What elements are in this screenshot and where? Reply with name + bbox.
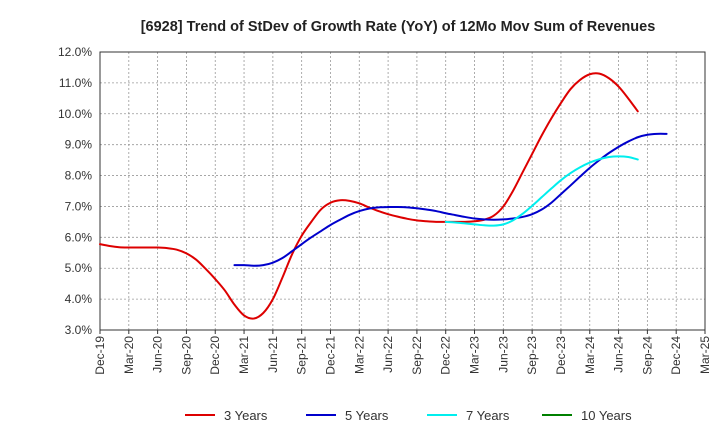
plot-frame (99, 51, 706, 331)
y-tick-label: 11.0% (59, 76, 92, 90)
y-tick-label: 7.0% (65, 199, 93, 213)
y-tick-label: 5.0% (65, 261, 93, 275)
legend: 3 Years 5 Years 7 Years 10 Years (185, 408, 632, 423)
plot-area (100, 52, 705, 330)
series-line-3 (444, 155, 639, 227)
x-tick-label: Jun-21 (266, 336, 280, 373)
x-tick-label: Dec-19 (93, 336, 107, 375)
x-tick-label: Mar-20 (122, 336, 136, 374)
axis-layer: 3.0% 4.0% 5.0% 6.0% 7.0% 8.0% 9.0% 10.0% 11.0% 12… (58, 45, 712, 375)
y-tick-label: 3.0% (65, 323, 93, 337)
x-tick-label: Jun-23 (496, 336, 510, 373)
x-tick-label: Jun-24 (612, 336, 626, 373)
x-tick-label: Dec-24 (669, 336, 683, 375)
x-tick-label: Sep-20 (179, 336, 193, 375)
legend-label-3: 7 Years (466, 408, 510, 423)
x-tick-label: Dec-20 (208, 336, 222, 375)
legend-label-1: 3 Years (224, 408, 268, 423)
x-tick-label: Dec-21 (323, 336, 337, 375)
x-tick-label: Mar-25 (698, 336, 712, 374)
series-layer (99, 72, 668, 320)
grid-layer (99, 51, 706, 331)
x-tick-label: Jun-22 (381, 336, 395, 373)
y-tick-label: 8.0% (65, 169, 93, 183)
y-tick-label: 12.0% (58, 45, 92, 59)
x-tick-label: Sep-24 (640, 336, 654, 375)
chart-title: [6928] Trend of StDev of Growth Rate (Yo… (141, 19, 656, 35)
series-line-2 (233, 132, 668, 267)
x-tick-label: Mar-24 (583, 336, 597, 374)
legend-label-4: 10 Years (581, 408, 632, 423)
x-tick-label: Mar-23 (468, 336, 482, 374)
x-tick-label: Jun-20 (151, 336, 165, 373)
legend-label-2: 5 Years (345, 408, 389, 423)
x-tick-label: Sep-23 (525, 336, 539, 375)
x-tick-label: Sep-21 (295, 336, 309, 375)
y-tick-label: 4.0% (65, 292, 93, 306)
y-tick-label: 6.0% (65, 230, 93, 244)
series-line-1 (99, 72, 639, 320)
x-tick-label: Sep-22 (410, 336, 424, 375)
x-tick-label: Mar-21 (237, 336, 251, 374)
x-tick-label: Dec-22 (439, 336, 453, 375)
x-tick-label: Mar-22 (352, 336, 366, 374)
y-tick-label: 9.0% (65, 138, 93, 152)
x-tick-label: Dec-23 (554, 336, 568, 375)
y-tick-label: 10.0% (58, 107, 92, 121)
